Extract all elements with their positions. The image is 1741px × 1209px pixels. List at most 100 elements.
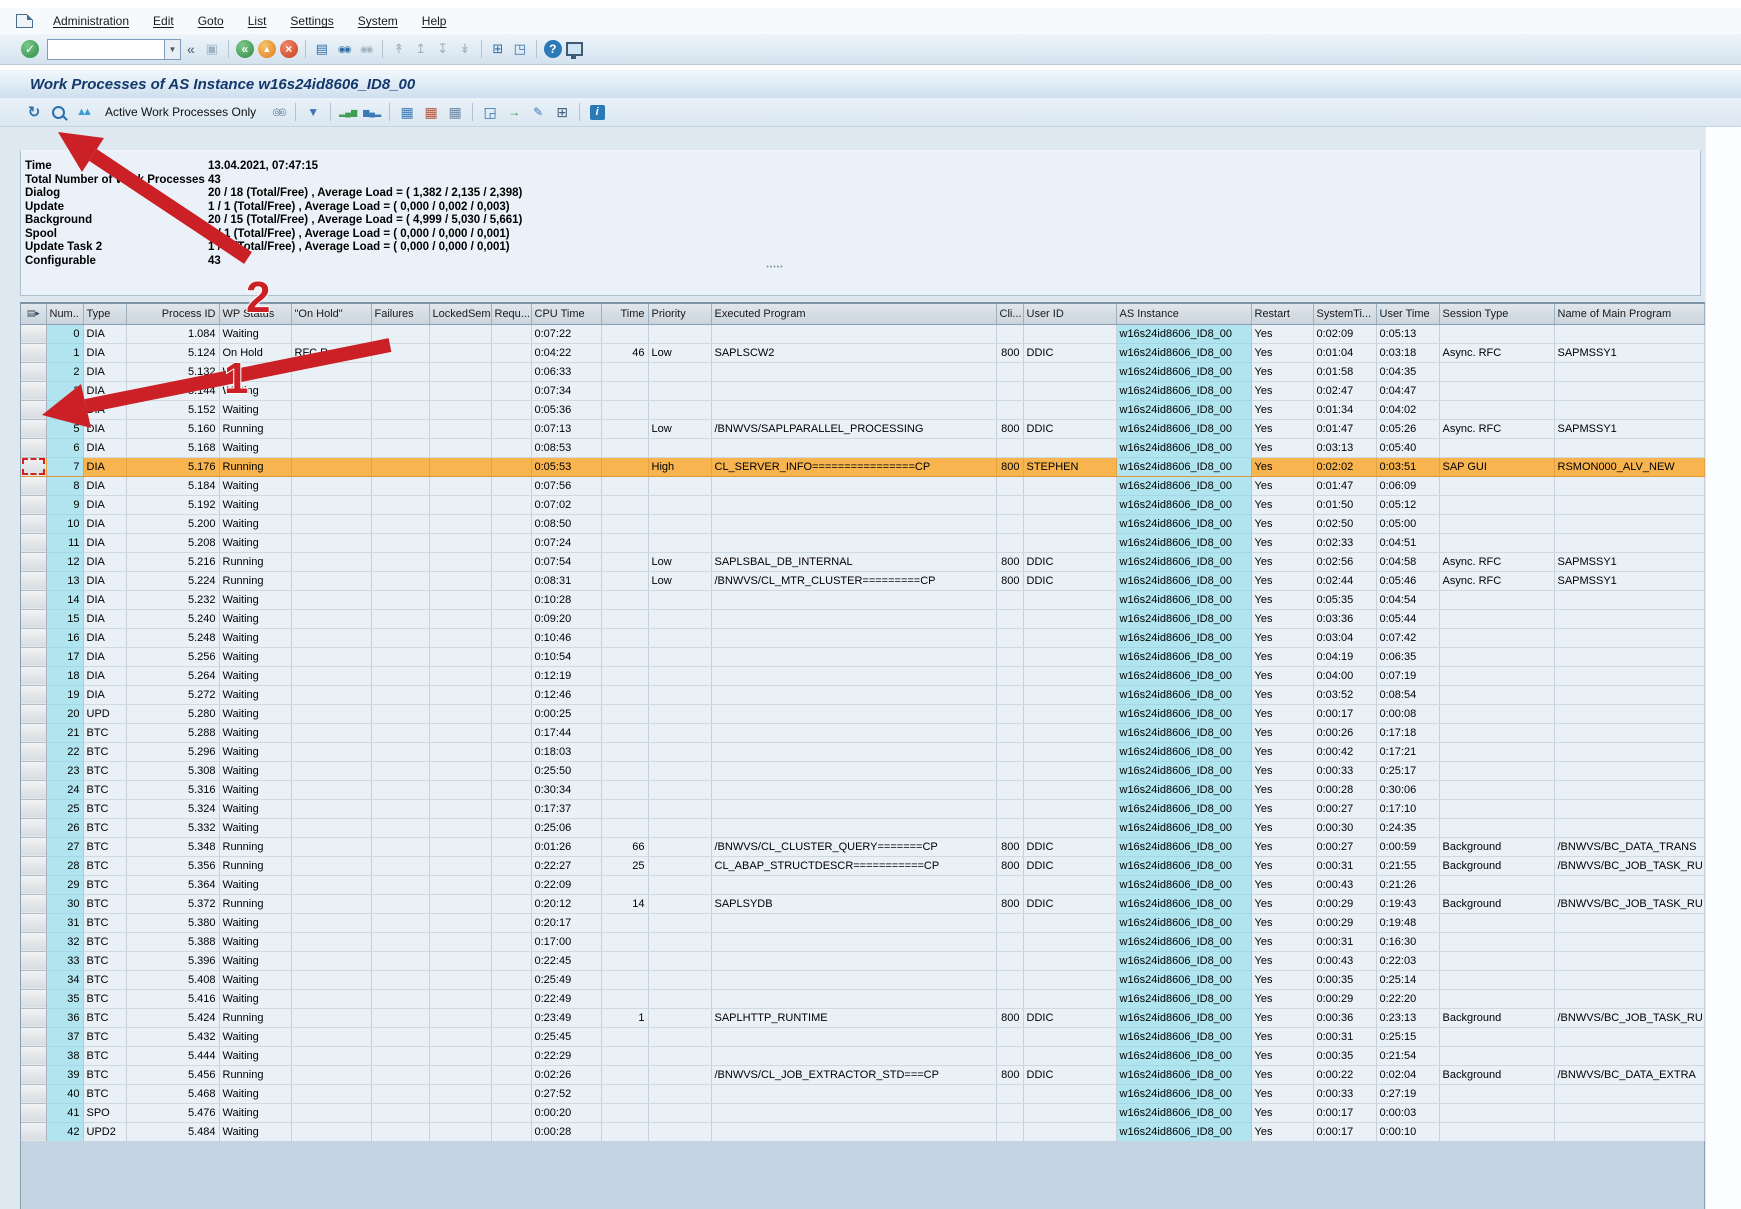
cell-inst[interactable]: w16s24id8606_ID8_00 xyxy=(1116,419,1252,439)
cell-cli[interactable] xyxy=(996,1122,1024,1142)
cell-prog[interactable] xyxy=(711,818,997,838)
cell-num[interactable]: 13 xyxy=(46,571,84,591)
collapse-toolbar-icon[interactable]: « xyxy=(187,41,195,57)
cell-type[interactable]: BTC xyxy=(83,875,127,895)
cell-cli[interactable] xyxy=(996,913,1024,933)
column-header-type[interactable]: Type xyxy=(83,304,127,325)
cell-prio[interactable] xyxy=(648,970,712,990)
cell-status[interactable]: Waiting xyxy=(219,647,292,667)
cell-main[interactable] xyxy=(1554,666,1705,686)
cell-fail[interactable] xyxy=(371,590,430,610)
cell-num[interactable]: 33 xyxy=(46,951,84,971)
response-time-icon[interactable]: ◲ xyxy=(483,103,497,120)
cell-prog[interactable] xyxy=(711,875,997,895)
cell-user[interactable] xyxy=(1023,1103,1117,1123)
menu-item-list[interactable]: List xyxy=(247,14,267,28)
cell-cli[interactable]: 800 xyxy=(996,856,1024,876)
cell-cpu[interactable]: 0:10:54 xyxy=(531,647,602,667)
cell-type[interactable]: DIA xyxy=(83,400,127,420)
cell-prog[interactable] xyxy=(711,742,997,762)
cell-onhold[interactable] xyxy=(291,476,372,496)
cell-pid[interactable]: 5.308 xyxy=(126,761,220,781)
cell-onhold[interactable] xyxy=(291,780,372,800)
row-selector[interactable] xyxy=(21,400,47,420)
cell-prog[interactable] xyxy=(711,647,997,667)
cell-prog[interactable] xyxy=(711,1084,997,1104)
cell-pid[interactable]: 5.388 xyxy=(126,932,220,952)
cell-systime[interactable]: 0:00:27 xyxy=(1313,837,1377,857)
cell-requ[interactable] xyxy=(491,419,532,439)
cell-restart[interactable]: Yes xyxy=(1251,818,1314,838)
cell-user[interactable]: DDIC xyxy=(1023,552,1117,572)
back-icon[interactable]: « xyxy=(235,39,255,59)
cell-utime[interactable]: 0:05:44 xyxy=(1376,609,1440,629)
cell-type[interactable]: BTC xyxy=(83,932,127,952)
cell-utime[interactable]: 0:00:03 xyxy=(1376,1103,1440,1123)
info-icon[interactable]: i xyxy=(587,102,607,122)
cell-fail[interactable] xyxy=(371,989,430,1009)
cell-user[interactable] xyxy=(1023,799,1117,819)
cell-requ[interactable] xyxy=(491,913,532,933)
cell-sess[interactable] xyxy=(1439,362,1555,382)
cell-fail[interactable] xyxy=(371,1103,430,1123)
cell-pid[interactable]: 5.476 xyxy=(126,1103,220,1123)
cell-sess[interactable] xyxy=(1439,951,1555,971)
cell-user[interactable] xyxy=(1023,704,1117,724)
cell-systime[interactable]: 0:03:36 xyxy=(1313,609,1377,629)
cell-main[interactable] xyxy=(1554,913,1705,933)
cell-cpu[interactable]: 0:07:02 xyxy=(531,495,602,515)
cell-time[interactable] xyxy=(601,438,649,458)
cell-lock[interactable] xyxy=(429,666,492,686)
cell-sess[interactable] xyxy=(1439,1027,1555,1047)
cell-prio[interactable] xyxy=(648,1065,712,1085)
cell-status[interactable]: Waiting xyxy=(219,514,292,534)
cell-systime[interactable]: 0:01:34 xyxy=(1313,400,1377,420)
cell-num[interactable]: 7 xyxy=(46,457,84,477)
save-icon[interactable]: ▣ xyxy=(205,41,218,56)
cell-pid[interactable]: 5.192 xyxy=(126,495,220,515)
row-selector[interactable] xyxy=(21,1046,47,1066)
cell-user[interactable] xyxy=(1023,818,1117,838)
cell-cpu[interactable]: 0:22:45 xyxy=(531,951,602,971)
cell-utime[interactable]: 0:19:43 xyxy=(1376,894,1440,914)
cell-inst[interactable]: w16s24id8606_ID8_00 xyxy=(1116,780,1252,800)
sort-ascending-icon[interactable]: ▂▄▆ xyxy=(339,107,358,117)
cell-cli[interactable] xyxy=(996,495,1024,515)
cell-restart[interactable]: Yes xyxy=(1251,1065,1314,1085)
cell-sess[interactable] xyxy=(1439,685,1555,705)
cell-num[interactable]: 36 xyxy=(46,1008,84,1028)
cell-cpu[interactable]: 0:12:19 xyxy=(531,666,602,686)
row-selector[interactable] xyxy=(21,1027,47,1047)
cell-inst[interactable]: w16s24id8606_ID8_00 xyxy=(1116,875,1252,895)
cell-prio[interactable] xyxy=(648,761,712,781)
first-page-icon[interactable]: ↟ xyxy=(393,41,405,56)
cell-utime[interactable]: 0:05:13 xyxy=(1376,324,1440,344)
cell-type[interactable]: DIA xyxy=(83,476,127,496)
cell-prio[interactable] xyxy=(648,381,712,401)
cancel-icon[interactable]: × xyxy=(279,39,299,59)
calculator-icon[interactable]: ⊞ xyxy=(556,103,569,120)
cell-restart[interactable]: Yes xyxy=(1251,381,1314,401)
cell-cli[interactable] xyxy=(996,381,1024,401)
cell-main[interactable] xyxy=(1554,476,1705,496)
cell-restart[interactable]: Yes xyxy=(1251,533,1314,553)
cell-cpu[interactable]: 0:22:49 xyxy=(531,989,602,1009)
cell-prio[interactable] xyxy=(648,1103,712,1123)
cell-utime[interactable]: 0:19:48 xyxy=(1376,913,1440,933)
cell-inst[interactable]: w16s24id8606_ID8_00 xyxy=(1116,856,1252,876)
cell-systime[interactable]: 0:00:35 xyxy=(1313,970,1377,990)
cell-pid[interactable]: 5.232 xyxy=(126,590,220,610)
cell-cpu[interactable]: 0:07:34 xyxy=(531,381,602,401)
cell-prio[interactable] xyxy=(648,875,712,895)
cell-onhold[interactable] xyxy=(291,495,372,515)
cell-restart[interactable]: Yes xyxy=(1251,723,1314,743)
cell-pid[interactable]: 5.152 xyxy=(126,400,220,420)
cell-time[interactable] xyxy=(601,419,649,439)
cell-inst[interactable]: w16s24id8606_ID8_00 xyxy=(1116,609,1252,629)
cell-pid[interactable]: 5.332 xyxy=(126,818,220,838)
cell-onhold[interactable] xyxy=(291,381,372,401)
cell-sess[interactable] xyxy=(1439,818,1555,838)
cell-pid[interactable]: 5.424 xyxy=(126,1008,220,1028)
table-row[interactable]: 40 BTC 5.468 Waiting 0:27:52 w16s24id8606_ID8… xyxy=(21,1084,1705,1104)
cell-time[interactable]: 25 xyxy=(601,856,649,876)
